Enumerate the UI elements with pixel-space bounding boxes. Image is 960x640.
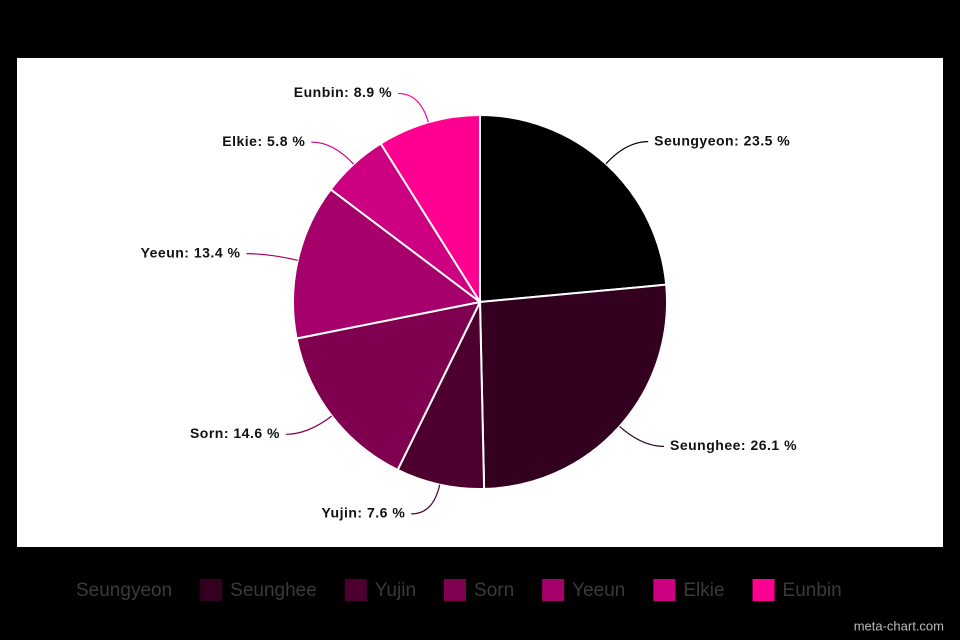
legend-swatch	[444, 579, 467, 601]
legend-swatch	[653, 579, 676, 601]
legend-label: Yeeun	[572, 580, 625, 601]
leader-line	[411, 484, 441, 515]
legend-label: Seunghee	[230, 580, 317, 601]
data-label: Yujin: 7.6 %	[321, 505, 405, 521]
data-label: Seunghee: 26.1 %	[670, 437, 797, 453]
legend-swatch	[752, 579, 775, 601]
legend-swatch	[200, 579, 223, 601]
data-label: Seungyeon: 23.5 %	[654, 132, 790, 148]
legend-label: Sorn	[474, 580, 514, 601]
legend-label: Yujin	[375, 580, 416, 601]
data-label: Sorn: 14.6 %	[190, 425, 280, 441]
pie-slice	[479, 113, 668, 304]
leader-line	[246, 253, 298, 261]
legend-label: Eunbin	[783, 580, 842, 601]
legend-label: Seungyeon	[76, 580, 172, 601]
watermark: meta-chart.com	[854, 618, 944, 633]
leader-line	[285, 415, 333, 435]
data-label: Eunbin: 8.9 %	[294, 84, 392, 100]
pie-slice	[379, 113, 481, 306]
data-label: Yeeun: 13.4 %	[141, 244, 241, 260]
pie-slice	[478, 283, 668, 490]
legend-label: Elkie	[683, 580, 724, 601]
legend-swatch	[542, 579, 565, 601]
leader-line	[605, 141, 649, 165]
leader-line	[311, 141, 355, 165]
leader-line	[398, 92, 429, 123]
legend-swatch	[344, 579, 367, 601]
leader-line	[619, 425, 664, 447]
data-label: Elkie: 5.8 %	[222, 133, 305, 149]
